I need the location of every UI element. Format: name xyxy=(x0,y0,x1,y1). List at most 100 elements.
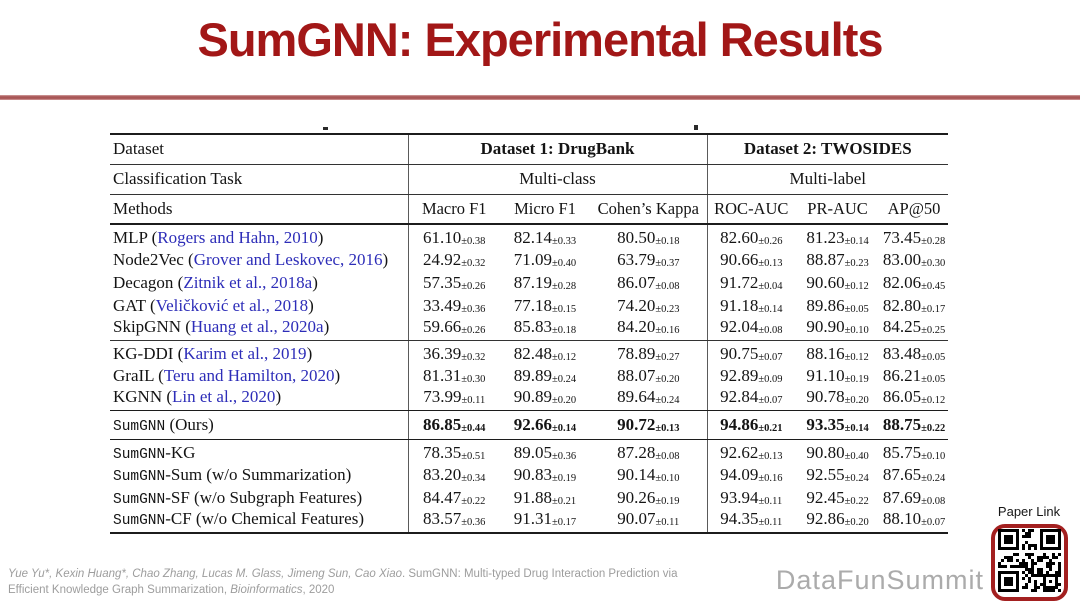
value-cell: 90.07±0.11 xyxy=(590,509,708,534)
value-cell: 87.28±0.08 xyxy=(617,443,680,462)
table-row: SumGNN-SF (w/o Subgraph Features) 84.47±0… xyxy=(110,486,948,509)
value-cell: 61.10±0.38 xyxy=(407,224,500,248)
table-row: Methods Macro F1 Micro F1 Cohen’s Kappa ROC-… xyxy=(110,194,949,225)
method-cell: GraIL (Teru and Hamilton, 2020) xyxy=(113,365,341,385)
value-cell: 57.35±0.26 xyxy=(407,271,500,294)
value-cell: 86.85±0.44 xyxy=(407,410,500,440)
value-cell: 88.87±0.23 xyxy=(806,249,869,269)
datafunsummit-logo: DataFunSummit xyxy=(775,565,984,595)
table-cell: Micro F1 xyxy=(500,194,590,225)
value-cell: 83.48±0.05 xyxy=(882,344,946,363)
table-cell: PR-AUC xyxy=(795,194,881,225)
citation-separator: . xyxy=(402,567,409,580)
value-cell: 85.83±0.18 xyxy=(500,317,590,341)
value-cell: 90.83±0.19 xyxy=(513,464,577,484)
table-cell: Dataset 2: TWOSIDES xyxy=(706,133,949,165)
table-cell: Multi-class xyxy=(407,164,708,195)
value-cell: 90.60±0.12 xyxy=(806,272,869,292)
value-cell: 89.05±0.36 xyxy=(513,443,577,462)
value-cell: 59.66±0.26 xyxy=(407,317,500,341)
slide-title: SumGNN: Experimental Results xyxy=(197,13,883,66)
value-cell: 86.05±0.12 xyxy=(880,387,949,411)
table-row: Node2Vec (Grover and Leskovec, 2016) 24.9… xyxy=(110,248,948,271)
value-cell: 82.60±0.26 xyxy=(706,224,796,248)
table-row: Dataset Dataset 1: DrugBank Dataset 2: T… xyxy=(110,133,949,165)
value-cell: 82.80±0.17 xyxy=(882,295,946,315)
value-cell: 90.90±0.10 xyxy=(795,317,881,341)
table-row: Decagon (Zitnik et al., 2018a) 57.35±0.26… xyxy=(110,271,948,294)
table-cell: Multi-label xyxy=(706,164,949,195)
cropped-text-fragment xyxy=(323,127,328,130)
value-cell: 88.10±0.07 xyxy=(880,509,949,534)
value-cell: 89.64±0.24 xyxy=(590,387,708,411)
value-cell: 80.50±0.18 xyxy=(617,228,680,247)
value-cell: 92.86±0.20 xyxy=(795,509,881,534)
table-row: SumGNN (Ours) 86.85±0.44 92.66±0.14 90.72±0… xyxy=(110,410,949,440)
value-cell: 36.39±0.32 xyxy=(407,340,500,364)
value-cell: 92.45±0.22 xyxy=(806,487,869,507)
value-cell: 91.88±0.21 xyxy=(513,487,577,507)
table-cell: Cohen’s Kappa xyxy=(590,194,708,225)
paper-link-label: Paper Link xyxy=(997,504,1061,519)
value-cell: 81.31±0.30 xyxy=(407,364,500,387)
table-row: SumGNN-Sum (w/o Summarization) 83.20±0.34… xyxy=(110,463,948,486)
method-cell: KG-DDI (Karim et al., 2019) xyxy=(113,344,313,363)
method-cell: SumGNN (Ours) xyxy=(110,410,408,440)
value-cell: 90.75±0.07 xyxy=(706,340,796,364)
citation-title-cont: Efficient Knowledge Graph Summarization, xyxy=(8,584,231,597)
value-cell: 89.86±0.05 xyxy=(806,295,869,315)
value-cell: 92.62±0.13 xyxy=(706,439,796,463)
value-cell: 24.92±0.32 xyxy=(407,248,500,271)
value-cell: 91.18±0.14 xyxy=(706,294,796,317)
value-cell: 92.66±0.14 xyxy=(500,410,590,440)
table-cell: Dataset xyxy=(110,133,408,165)
value-cell: 87.65±0.24 xyxy=(882,464,946,484)
value-cell: 92.89±0.09 xyxy=(706,364,796,387)
table-cell: ROC-AUC xyxy=(706,194,796,225)
value-cell: 92.55±0.24 xyxy=(806,464,869,484)
value-cell: 90.26±0.19 xyxy=(617,487,680,507)
value-cell: 71.09±0.40 xyxy=(513,249,577,269)
value-cell: 94.09±0.16 xyxy=(706,463,796,486)
table-cell: Methods xyxy=(110,194,408,225)
cropped-text-fragment xyxy=(694,125,698,130)
results-table-wrap: Dataset Dataset 1: DrugBank Dataset 2: T… xyxy=(110,133,949,534)
value-cell: 73.99±0.11 xyxy=(407,387,500,411)
table-row: Classification Task Multi-class Multi-la… xyxy=(110,164,949,195)
value-cell: 84.20±0.16 xyxy=(590,317,708,341)
value-cell: 33.49±0.36 xyxy=(407,294,500,317)
method-cell: GAT (Veličković et al., 2018) xyxy=(113,295,314,315)
value-cell: 94.86±0.21 xyxy=(706,410,796,440)
table-row: MLP (Rogers and Hahn, 2010) 61.10±0.38 82.… xyxy=(110,224,948,248)
value-cell: 90.78±0.20 xyxy=(795,387,881,411)
table-cell: AP@50 xyxy=(880,194,949,225)
value-cell: 86.21±0.05 xyxy=(882,365,946,385)
qr-code xyxy=(997,528,1061,597)
citation: Yue Yu*, Kexin Huang*, Chao Zhang, Lucas… xyxy=(8,566,748,599)
value-cell: 84.25±0.25 xyxy=(880,317,949,341)
table-cell: Macro F1 xyxy=(407,194,500,225)
value-cell: 63.79±0.37 xyxy=(617,249,680,269)
results-table: Dataset Dataset 1: DrugBank Dataset 2: T… xyxy=(110,133,949,534)
value-cell: 87.69±0.08 xyxy=(882,487,946,507)
table-row: SumGNN-KG 78.35±0.51 89.05±0.36 87.28±0.08 9… xyxy=(110,439,948,463)
title-divider xyxy=(0,95,1080,100)
value-cell: 81.23±0.14 xyxy=(806,228,869,247)
value-cell: 90.89±0.20 xyxy=(500,387,590,411)
method-cell: KGNN (Lin et al., 2020) xyxy=(110,387,408,411)
value-cell: 90.72±0.13 xyxy=(590,410,708,440)
value-cell: 91.10±0.19 xyxy=(806,365,869,385)
value-cell: 89.89±0.24 xyxy=(513,365,577,385)
method-cell: Decagon (Zitnik et al., 2018a) xyxy=(113,272,318,292)
value-cell: 85.75±0.10 xyxy=(882,443,946,462)
value-cell: 78.89±0.27 xyxy=(617,344,680,363)
table-row: GAT (Veličković et al., 2018) 33.49±0.36 7… xyxy=(110,294,948,317)
value-cell: 90.80±0.40 xyxy=(806,443,869,462)
value-cell: 93.94±0.11 xyxy=(706,486,796,509)
table-row: SkipGNN (Huang et al., 2020a) 59.66±0.26 8… xyxy=(110,317,949,341)
paper-link-block: Paper Link xyxy=(988,504,1070,601)
citation-year: , 2020 xyxy=(302,584,335,597)
value-cell: 91.72±0.04 xyxy=(706,271,796,294)
citation-journal: Bioinformatics xyxy=(230,584,303,597)
method-cell: SumGNN-CF (w/o Chemical Features) xyxy=(110,509,408,534)
